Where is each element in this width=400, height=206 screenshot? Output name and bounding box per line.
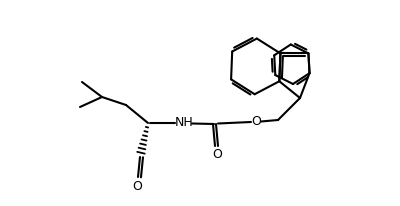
- Text: O: O: [212, 148, 222, 161]
- Text: NH: NH: [175, 116, 193, 129]
- Text: O: O: [251, 115, 261, 128]
- Text: O: O: [132, 180, 142, 193]
